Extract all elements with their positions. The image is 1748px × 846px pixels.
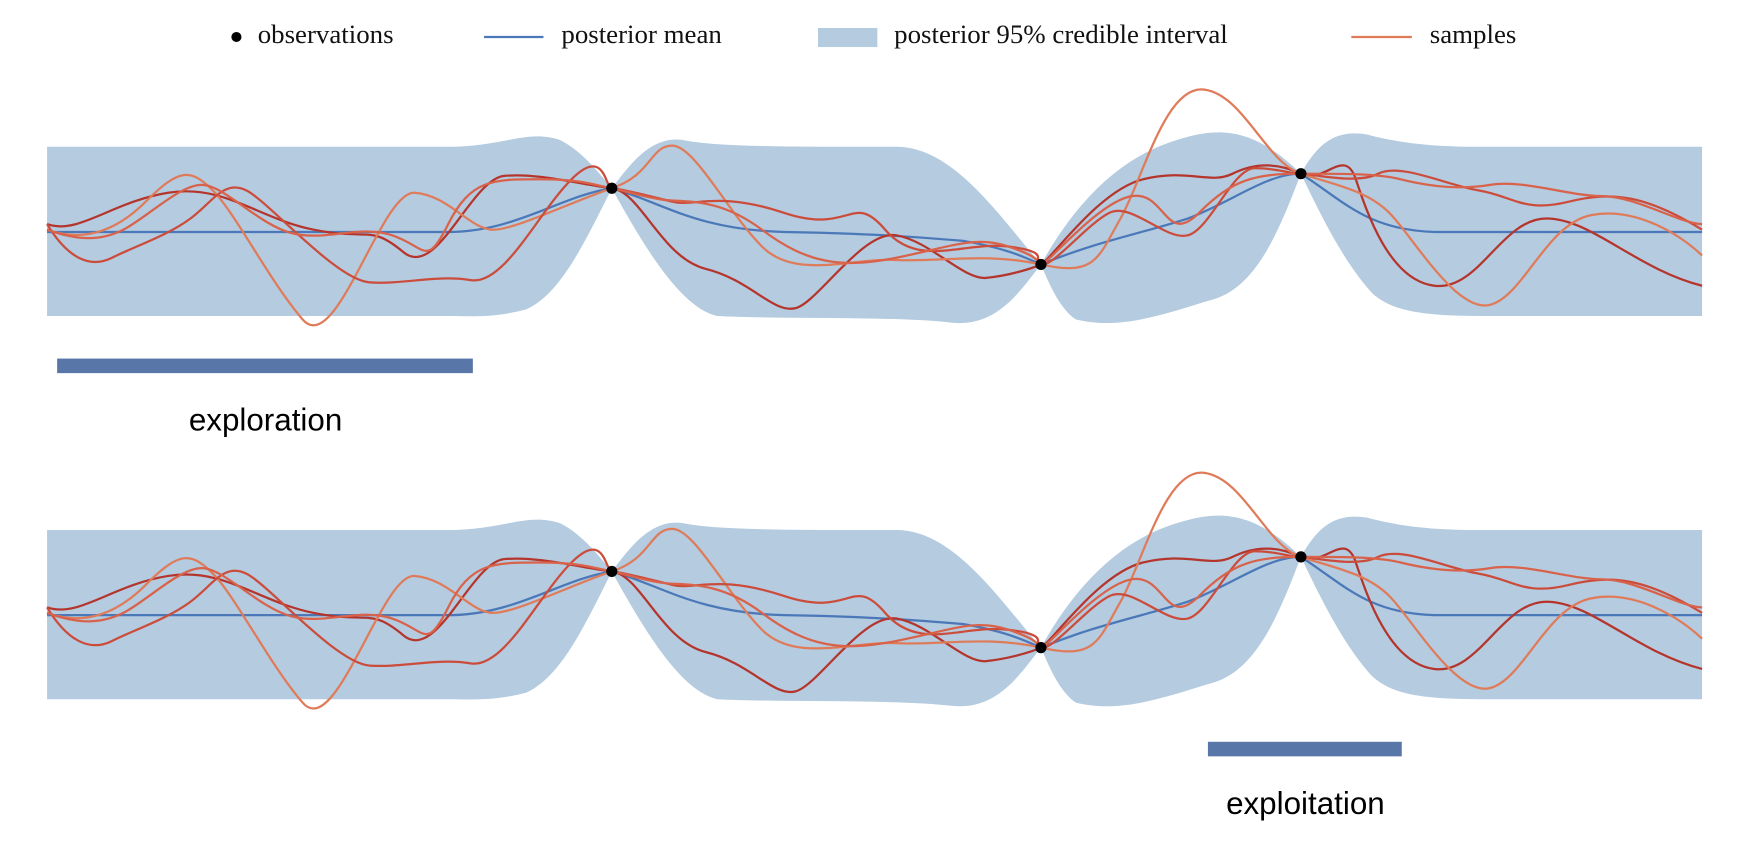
panel: exploration bbox=[45, 88, 1704, 438]
gp-plot bbox=[45, 88, 1704, 327]
highlight-bar bbox=[1207, 741, 1402, 757]
panel-label: exploration bbox=[189, 403, 342, 438]
legend-marker bbox=[231, 31, 242, 43]
panel: exploitation bbox=[45, 471, 1704, 821]
legend-text: posterior mean bbox=[561, 19, 722, 49]
legend-text: posterior 95% credible interval bbox=[894, 19, 1228, 49]
legend-text: observations bbox=[258, 19, 394, 49]
panel-label: exploitation bbox=[1226, 786, 1385, 821]
gp-plot bbox=[45, 471, 1704, 710]
legend: observations posterior mean posterior 95… bbox=[231, 19, 1516, 49]
legend-marker bbox=[817, 28, 878, 48]
highlight-bar bbox=[57, 358, 473, 374]
legend-text: samples bbox=[1430, 19, 1517, 49]
